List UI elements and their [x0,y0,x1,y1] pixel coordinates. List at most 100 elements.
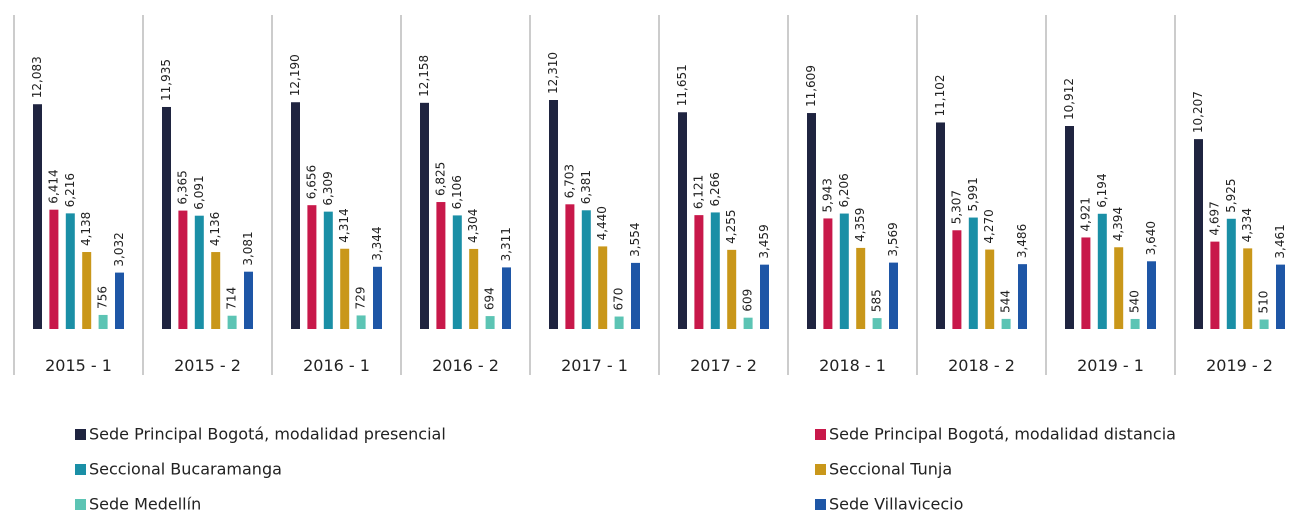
legend-swatch [75,464,86,475]
bar [1114,247,1124,329]
bar [373,266,382,329]
value-label: 6,206 [837,173,851,207]
bar [823,218,833,329]
legend-label: Sede Principal Bogotá, modalidad presenc… [89,425,446,444]
bar [82,252,92,329]
value-label: 3,640 [1144,221,1158,255]
value-label: 11,609 [804,65,818,107]
bar [1018,264,1027,329]
value-label: 729 [354,287,368,310]
value-label: 4,334 [1240,208,1254,242]
legend-label: Sede Medellín [89,495,201,514]
bar [65,213,75,329]
bar [323,211,333,329]
bar [1243,248,1253,329]
bar [581,210,591,329]
value-label: 3,032 [112,232,126,266]
value-label: 4,359 [853,208,867,242]
x-tick-label: 2015 - 1 [45,356,112,375]
value-label: 12,083 [30,56,44,98]
value-label: 4,697 [1207,201,1221,235]
value-label: 6,266 [708,172,722,206]
bar [710,212,720,329]
value-label: 6,091 [192,175,206,209]
value-label: 5,943 [820,178,834,212]
value-label: 6,309 [321,171,335,205]
bar [49,209,59,329]
x-tick-label: 2017 - 2 [690,356,757,375]
value-label: 6,381 [579,170,593,204]
legend-label: Sede Principal Bogotá, modalidad distanc… [829,425,1176,444]
legend-swatch [815,464,826,475]
value-label: 4,921 [1078,197,1092,231]
x-tick-label: 2019 - 2 [1206,356,1273,375]
value-label: 12,310 [546,52,560,94]
bar [1276,264,1285,329]
value-label: 10,207 [1191,91,1205,133]
bar [1081,237,1091,329]
bar [1210,241,1220,329]
bar [1194,139,1203,329]
value-label: 4,255 [724,209,738,243]
bar [1226,218,1236,329]
value-label: 10,912 [1062,78,1076,120]
x-tick-label: 2016 - 1 [303,356,370,375]
value-label: 6,703 [562,164,576,198]
bar [178,210,188,329]
value-label: 670 [612,288,626,311]
value-label: 11,651 [675,64,689,106]
value-label: 6,365 [175,170,189,204]
value-label: 6,106 [450,175,464,209]
value-label: 510 [1257,291,1271,314]
x-tick-label: 2019 - 1 [1077,356,1144,375]
value-label: 3,554 [628,223,642,257]
bar [807,113,816,330]
value-label: 11,102 [933,74,947,116]
value-label: 4,440 [595,206,609,240]
value-label: 3,344 [370,226,384,260]
legend-swatch [815,429,826,440]
bar [115,272,124,329]
bar [936,122,945,329]
bar [436,202,446,329]
bar [502,267,511,329]
value-label: 12,158 [417,55,431,97]
value-label: 6,414 [46,169,60,203]
value-label: 544 [999,290,1013,313]
value-label: 609 [741,289,755,312]
bar [631,262,640,329]
bar [1097,213,1107,329]
value-label: 6,216 [63,173,77,207]
bar [1259,319,1269,329]
legend-label: Seccional Tunja [829,460,952,479]
value-label: 540 [1128,290,1142,313]
value-label: 6,656 [304,165,318,199]
value-label: 4,138 [79,212,93,246]
value-label: 12,190 [288,54,302,96]
bar [469,248,479,329]
legend-swatch [75,429,86,440]
legend-swatch [75,499,86,510]
value-label: 4,314 [337,208,351,242]
bar [98,314,108,329]
bar [356,315,366,329]
bar [952,230,962,329]
bar [452,215,462,329]
bar [598,246,608,329]
bar [565,204,575,329]
bar [678,112,687,329]
value-label: 6,194 [1095,173,1109,207]
value-label: 5,991 [966,177,980,211]
legend-swatch [815,499,826,510]
bar [227,315,237,329]
value-label: 5,307 [949,190,963,224]
value-label: 714 [225,287,239,310]
x-tick-label: 2018 - 2 [948,356,1015,375]
bar [856,247,866,329]
value-label: 585 [870,289,884,312]
bar [968,217,978,329]
value-label: 6,121 [691,175,705,209]
bar [194,215,204,329]
bar [1147,261,1156,329]
value-label: 3,081 [241,231,255,265]
